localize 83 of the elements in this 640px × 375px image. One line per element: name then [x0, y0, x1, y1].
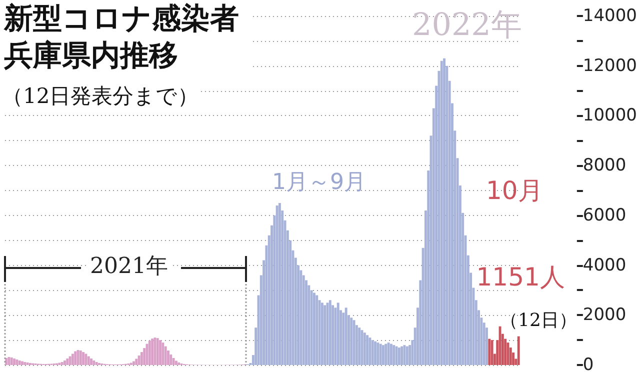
y-tick-label: 10000 [582, 106, 638, 126]
bar [170, 354, 172, 365]
bar [135, 358, 138, 365]
bar [10, 358, 13, 365]
bar [440, 60, 443, 365]
bar [84, 354, 88, 365]
bar [488, 338, 491, 365]
bar [374, 341, 376, 365]
bar [400, 346, 404, 365]
bar [324, 305, 326, 365]
bar [154, 338, 156, 365]
bar [278, 202, 281, 365]
bar [387, 342, 390, 365]
bar [392, 345, 396, 365]
bar [64, 360, 66, 365]
bar [60, 362, 64, 365]
bar [74, 351, 77, 365]
bar [403, 345, 406, 365]
bar [276, 205, 278, 365]
bar [371, 340, 374, 365]
bar [143, 348, 146, 365]
chart-title: 新型コロナ感染者兵庫県内推移 [4, 0, 250, 74]
bar [71, 354, 74, 365]
bar [151, 338, 154, 365]
bar [140, 352, 143, 365]
annotation: 10月 [486, 176, 543, 205]
bar [336, 302, 340, 365]
bar [398, 348, 400, 365]
bar [363, 332, 366, 365]
y-tick-label: 8000 [582, 156, 626, 176]
bar [344, 308, 348, 365]
annotation: 1月～9月 [272, 170, 366, 195]
bar [164, 346, 167, 365]
bar [138, 356, 140, 365]
bar [368, 338, 372, 365]
bar [490, 340, 494, 365]
bar [167, 350, 170, 365]
bar [66, 358, 69, 365]
annotation: （12日） [500, 310, 577, 331]
bar [376, 342, 380, 365]
bar [366, 335, 369, 365]
bar [82, 352, 85, 365]
bar [148, 340, 151, 365]
bar [159, 340, 162, 365]
y-tick-label: 4000 [582, 255, 626, 276]
bar [390, 344, 392, 365]
bar [443, 58, 446, 365]
bar [90, 358, 92, 365]
bar [156, 338, 159, 365]
bar [312, 292, 316, 365]
bar [13, 358, 16, 365]
bar [174, 360, 178, 365]
bar [316, 295, 318, 365]
bar [517, 336, 520, 365]
bar [328, 300, 332, 365]
bar [320, 302, 324, 365]
bar [92, 360, 96, 365]
bar [95, 362, 98, 365]
bar [352, 320, 356, 365]
y-tick-label: 6000 [582, 205, 626, 226]
bar [79, 350, 82, 365]
bar [382, 345, 384, 365]
data-label: 1151人 [476, 262, 565, 292]
bar [358, 328, 361, 365]
bar [24, 362, 26, 365]
bar [87, 356, 90, 365]
y-tick-label: 14000 [582, 6, 638, 26]
text: （12日発表分まで） [2, 84, 199, 108]
bar [162, 342, 164, 365]
bar [172, 358, 175, 365]
bar [18, 360, 21, 365]
bar [16, 360, 18, 365]
y-tick-label: 2000 [582, 305, 626, 326]
bar [379, 344, 382, 365]
bar [132, 361, 135, 365]
y-tick-label: 0 [582, 355, 594, 375]
bar [350, 318, 353, 365]
bar [384, 344, 388, 365]
bar [406, 346, 408, 365]
annotation: 2022年 [412, 7, 522, 43]
annotation: 2021年 [86, 254, 172, 279]
bar [21, 361, 24, 365]
y-tick-label: 12000 [582, 56, 638, 76]
